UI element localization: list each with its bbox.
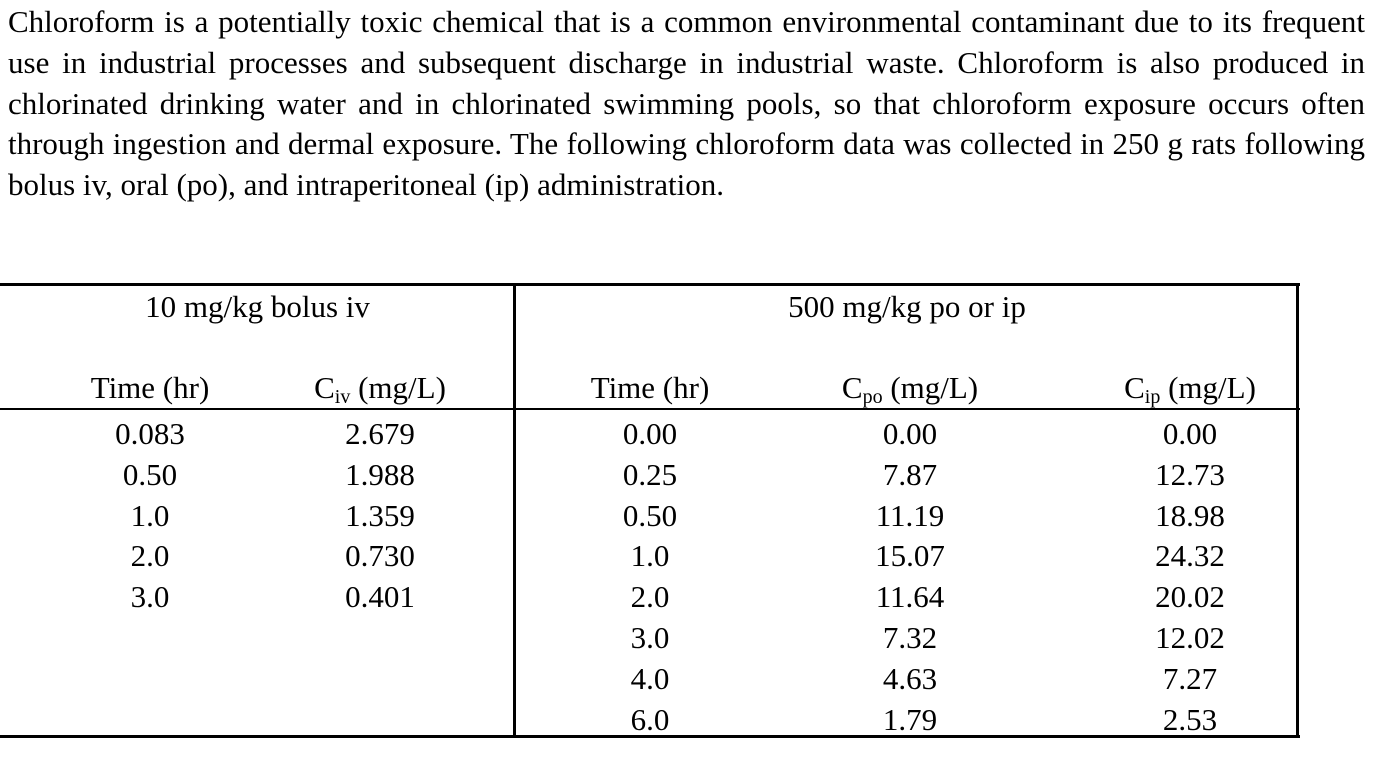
iv-concentration-cell: 0.730 bbox=[345, 538, 415, 574]
oral-time-cell: 0.50 bbox=[622, 497, 678, 533]
oral-time-cell: 4.0 bbox=[630, 660, 670, 696]
oral-time-cell: 0.25 bbox=[622, 456, 678, 492]
oral-time-cell: 0.00 bbox=[622, 416, 678, 451]
iv-concentration-cell: 2.679 bbox=[345, 416, 415, 451]
oral-time-cell: 3.0 bbox=[630, 620, 670, 655]
po-concentration-header: Cpo (mg/L) bbox=[841, 370, 979, 408]
iv-concentration-cell: 0.401 bbox=[345, 579, 415, 615]
intro-paragraph: Chloroform is a potentially toxic chemic… bbox=[8, 4, 1365, 203]
table-bottom-border bbox=[0, 735, 1300, 738]
ip-concentration-cell: 24.32 bbox=[1155, 538, 1225, 574]
po-concentration-cell: 11.19 bbox=[875, 497, 945, 533]
table-group-divider bbox=[513, 283, 516, 738]
ip-concentration-cell: 18.98 bbox=[1155, 497, 1225, 533]
oral-time-cell: 6.0 bbox=[630, 701, 670, 737]
po-concentration-cell: 4.63 bbox=[882, 660, 938, 696]
iv-time-cell: 1.0 bbox=[130, 497, 170, 533]
oral-time-cell: 2.0 bbox=[630, 579, 670, 615]
table-header-rule bbox=[0, 408, 1300, 410]
iv-time-cell: 0.083 bbox=[115, 416, 185, 451]
iv-concentration-cell: 1.988 bbox=[345, 456, 415, 492]
table-top-border bbox=[0, 283, 1300, 286]
iv-time-header: Time (hr) bbox=[90, 370, 210, 405]
oral-ip-group-label: 500 mg/kg po or ip bbox=[788, 289, 1026, 324]
iv-time-cell: 0.50 bbox=[122, 456, 178, 492]
po-concentration-cell: 7.32 bbox=[882, 620, 938, 655]
iv-time-cell: 2.0 bbox=[130, 538, 170, 574]
ip-concentration-header: Cip (mg/L) bbox=[1124, 370, 1256, 408]
ip-concentration-cell: 12.02 bbox=[1155, 620, 1225, 655]
po-concentration-cell: 1.79 bbox=[882, 701, 938, 737]
ip-concentration-cell: 12.73 bbox=[1155, 456, 1225, 492]
po-concentration-cell: 7.87 bbox=[882, 456, 938, 492]
oral-time-header: Time (hr) bbox=[590, 370, 710, 405]
iv-concentration-header: Civ (mg/L) bbox=[314, 370, 446, 408]
po-concentration-cell: 11.64 bbox=[875, 579, 945, 615]
po-concentration-cell: 15.07 bbox=[875, 538, 945, 574]
table-right-border bbox=[1296, 283, 1299, 738]
iv-concentration-cell: 1.359 bbox=[345, 497, 415, 533]
oral-time-cell: 1.0 bbox=[630, 538, 670, 574]
chloroform-data-table: 10 mg/kg bolus iv 500 mg/kg po or ip Tim… bbox=[0, 283, 1300, 739]
ip-concentration-cell: 20.02 bbox=[1155, 579, 1225, 615]
ip-concentration-cell: 2.53 bbox=[1162, 701, 1218, 737]
iv-time-cell: 3.0 bbox=[130, 579, 170, 615]
po-concentration-cell: 0.00 bbox=[882, 416, 938, 451]
iv-group-label: 10 mg/kg bolus iv bbox=[145, 289, 370, 324]
ip-concentration-cell: 0.00 bbox=[1162, 416, 1218, 451]
ip-concentration-cell: 7.27 bbox=[1162, 660, 1218, 696]
